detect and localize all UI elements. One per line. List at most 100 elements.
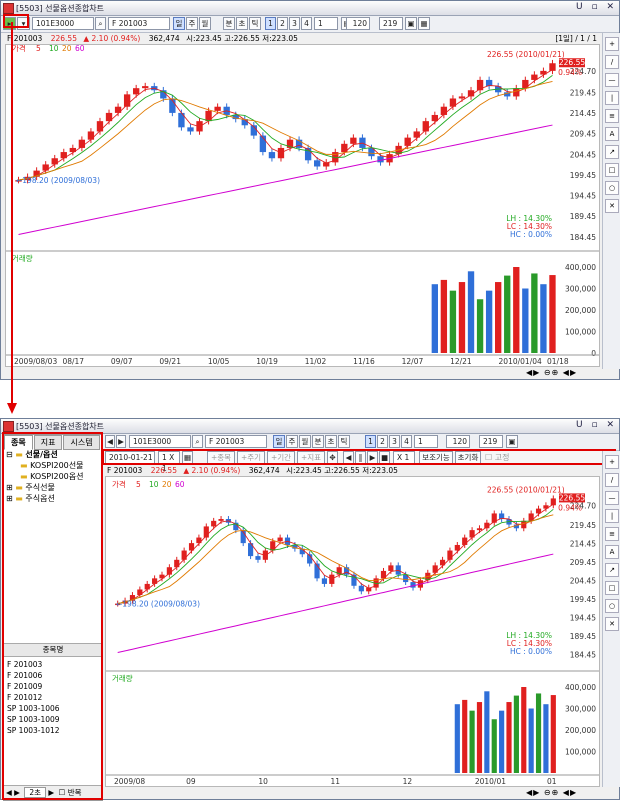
period-week-button[interactable]: 주	[286, 435, 298, 448]
add-period-button[interactable]: +주기	[237, 451, 265, 464]
count-input[interactable]: 120	[446, 435, 470, 448]
tree-item-kospi-options[interactable]: ▬ KOSPI200옵션	[20, 472, 84, 481]
bottom-scroll-controls[interactable]: ◀▶ ⊖⊕ ◀▶	[526, 788, 578, 797]
hline-tool-icon[interactable]: —	[605, 491, 619, 505]
speed-select[interactable]: 2초	[24, 787, 47, 798]
window-controls[interactable]: U ▫ ✕	[576, 2, 617, 12]
panel-toggle-button[interactable]: ▸	[3, 17, 16, 30]
symbol-input[interactable]: F 201003	[205, 435, 267, 448]
rect-tool-icon[interactable]: □	[605, 163, 619, 177]
text-tool-icon[interactable]: A	[605, 127, 619, 141]
period-second-button[interactable]: 초	[325, 435, 337, 448]
forward-button[interactable]: ▶	[367, 451, 378, 464]
date-input[interactable]: 2010-01-21	[105, 451, 155, 464]
stop-button[interactable]: ■	[379, 451, 390, 464]
vline-tool-icon[interactable]: |	[605, 91, 619, 105]
page-3-button[interactable]: 3	[289, 17, 300, 30]
arrow-tool-icon[interactable]: ↗	[605, 563, 619, 577]
repeat-checkbox[interactable]: ☐	[58, 788, 66, 797]
period-second-button[interactable]: 초	[236, 17, 248, 30]
symbol-list-item[interactable]: F 201009	[7, 682, 43, 691]
pause-button[interactable]: ‖	[355, 451, 366, 464]
panel-down-button[interactable]: ▾	[17, 17, 30, 30]
symbol-list-item[interactable]: SP 1003-1012	[7, 726, 60, 735]
ratio-input[interactable]: 1 X 1	[158, 451, 180, 473]
symbol-input[interactable]: F 201003	[108, 17, 170, 30]
next-icon[interactable]: ▶	[116, 435, 126, 448]
tree-item-futures-options[interactable]: ⊟ ▬ 선물/옵션	[6, 450, 58, 459]
crosshair-tool-icon[interactable]: +	[605, 37, 619, 51]
hline-tool-icon[interactable]: —	[605, 73, 619, 87]
period-minute-button[interactable]: 분	[312, 435, 324, 448]
tree-item-stock-options[interactable]: ⊞ ▬ 주식옵션	[6, 494, 55, 503]
page-2-button[interactable]: 2	[277, 17, 288, 30]
move-icon[interactable]: ✥	[327, 451, 338, 464]
tab-items[interactable]: 종목	[4, 435, 33, 450]
account-input[interactable]: 101E3000	[32, 17, 94, 30]
reset-button[interactable]: 초기화	[455, 451, 481, 464]
top-scroll-controls[interactable]: ◀▶ ⊖⊕ ◀▶	[526, 368, 578, 377]
page-1-button[interactable]: 1	[265, 17, 276, 30]
fibo-tool-icon[interactable]: ≡	[605, 109, 619, 123]
period-day-button[interactable]: 일	[173, 17, 185, 30]
add-range-button[interactable]: +기간	[267, 451, 295, 464]
period-tick-button[interactable]: 틱	[249, 17, 261, 30]
play-button[interactable]: ▶	[48, 788, 55, 797]
delete-tool-icon[interactable]: ✕	[605, 199, 619, 213]
period-week-button[interactable]: 주	[186, 17, 198, 30]
multiplier-select[interactable]: X 1	[393, 451, 415, 464]
total-input[interactable]: 219	[379, 17, 403, 30]
page-2-button[interactable]: 2	[377, 435, 388, 448]
prev-button[interactable]: ◀	[6, 788, 12, 797]
count-input[interactable]: 120	[346, 17, 370, 30]
symbol-list-item[interactable]: F 201003	[7, 660, 43, 669]
prev-icon[interactable]: ◀	[105, 435, 115, 448]
bottom-chart-area[interactable]: 224.70 219.45 214.45 209.45 204.45 199.45 194.…	[105, 476, 600, 787]
account-search-icon[interactable]: ⌕	[95, 17, 106, 30]
crosshair-tool-icon[interactable]: +	[605, 455, 619, 469]
period-day-button[interactable]: 일	[273, 435, 285, 448]
page-select[interactable]: 1	[314, 17, 338, 30]
save-icon[interactable]: ▣	[405, 17, 417, 30]
line-tool-icon[interactable]: /	[605, 473, 619, 487]
tree-item-stock-futures[interactable]: ⊞ ▬ 주식선물	[6, 483, 55, 492]
line-tool-icon[interactable]: /	[605, 55, 619, 69]
aux-function-button[interactable]: 보조기능	[419, 451, 453, 464]
page-3-button[interactable]: 3	[389, 435, 400, 448]
rect-tool-icon[interactable]: □	[605, 581, 619, 595]
next-button[interactable]: ▶	[14, 788, 20, 797]
add-item-button[interactable]: +종목	[207, 451, 235, 464]
vline-tool-icon[interactable]: |	[605, 509, 619, 523]
window-controls[interactable]: U ▫ ✕	[576, 420, 617, 430]
page-1-button[interactable]: 1	[365, 435, 376, 448]
calendar-icon[interactable]: ▦	[182, 451, 193, 464]
circle-tool-icon[interactable]: ○	[605, 599, 619, 613]
fix-checkbox[interactable]: ☐ 고정	[485, 453, 510, 462]
total-input[interactable]: 219	[479, 435, 503, 448]
add-indicator-button[interactable]: +지표	[297, 451, 325, 464]
page-4-button[interactable]: 4	[301, 17, 312, 30]
account-input[interactable]: 101E3000	[129, 435, 191, 448]
settings-icon[interactable]: ▦	[418, 17, 430, 30]
period-tick-button[interactable]: 틱	[338, 435, 350, 448]
fibo-tool-icon[interactable]: ≡	[605, 527, 619, 541]
text-tool-icon[interactable]: A	[605, 545, 619, 559]
rewind-button[interactable]: ◀	[343, 451, 354, 464]
tree-item-kospi-futures[interactable]: ▬ KOSPI200선물	[20, 461, 84, 470]
top-chart-area[interactable]: 224.70 219.45 214.45 209.45 204.45 199.45 194.…	[5, 44, 600, 367]
symbol-list-item[interactable]: F 201006	[7, 671, 43, 680]
period-minute-button[interactable]: 분	[223, 17, 235, 30]
period-month-button[interactable]: 월	[199, 17, 211, 30]
page-4-button[interactable]: 4	[401, 435, 412, 448]
symbol-list-item[interactable]: SP 1003-1009	[7, 715, 60, 724]
tab-indicators[interactable]: 지표	[33, 435, 63, 450]
page-select[interactable]: 1	[414, 435, 438, 448]
save-icon[interactable]: ▣	[506, 435, 518, 448]
symbol-list-item[interactable]: SP 1003-1006	[7, 704, 60, 713]
account-search-icon[interactable]: ⌕	[192, 435, 203, 448]
tab-system[interactable]: 시스템	[63, 435, 100, 450]
symbol-list-item[interactable]: F 201012	[7, 693, 43, 702]
circle-tool-icon[interactable]: ○	[605, 181, 619, 195]
delete-tool-icon[interactable]: ✕	[605, 617, 619, 631]
arrow-tool-icon[interactable]: ↗	[605, 145, 619, 159]
